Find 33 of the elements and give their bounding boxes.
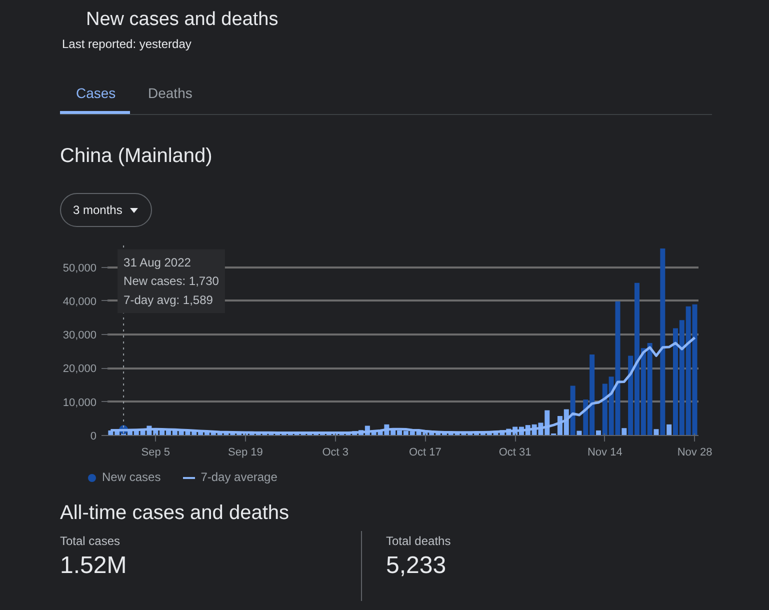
text: Total cases <box>60 533 120 550</box>
x-tick-label: Oct 3 <box>322 446 348 458</box>
chart-subtitle: Last reported: yesterday <box>62 36 192 53</box>
text: All-time cases and deaths <box>60 501 290 526</box>
annotation: 31 Aug 2022 New cases: 1,730 7-day avg: 1,589 <box>124 255 220 308</box>
y-tick-label: 50,000 <box>62 262 97 274</box>
x-tick-label: Sep 5 <box>141 446 170 458</box>
text: Total deaths <box>386 533 451 550</box>
y-tick-label: 30,000 <box>62 330 97 342</box>
y-tick-label: 10,000 <box>62 396 97 409</box>
line-series <box>109 336 696 434</box>
text: 1.52M <box>60 551 127 581</box>
x-tick-label: Nov 28 <box>677 446 712 458</box>
y-tick-label: 0 <box>90 430 97 442</box>
text: Cases <box>76 84 116 103</box>
text: Deaths <box>148 84 192 103</box>
x-tick-label: Oct 17 <box>408 446 442 458</box>
bar <box>660 248 666 436</box>
text: China (Mainland) <box>60 144 212 169</box>
x-tick-label: Oct 31 <box>498 446 532 458</box>
y-tick-label: 20,000 <box>62 363 97 376</box>
y-tick-label: 40,000 <box>62 296 97 308</box>
x-tick-label: Nov 14 <box>587 446 622 458</box>
text: New cases <box>101 470 161 484</box>
text: 3 months <box>60 193 152 227</box>
chart-title: New cases and deaths <box>86 8 278 32</box>
text: 5,233 <box>386 551 446 581</box>
bar <box>654 429 659 436</box>
legend-label: 7-day average <box>200 470 278 484</box>
x-tick-label: Sep 19 <box>228 446 263 458</box>
bar <box>570 386 576 436</box>
bar <box>666 424 672 436</box>
bar <box>622 428 627 436</box>
